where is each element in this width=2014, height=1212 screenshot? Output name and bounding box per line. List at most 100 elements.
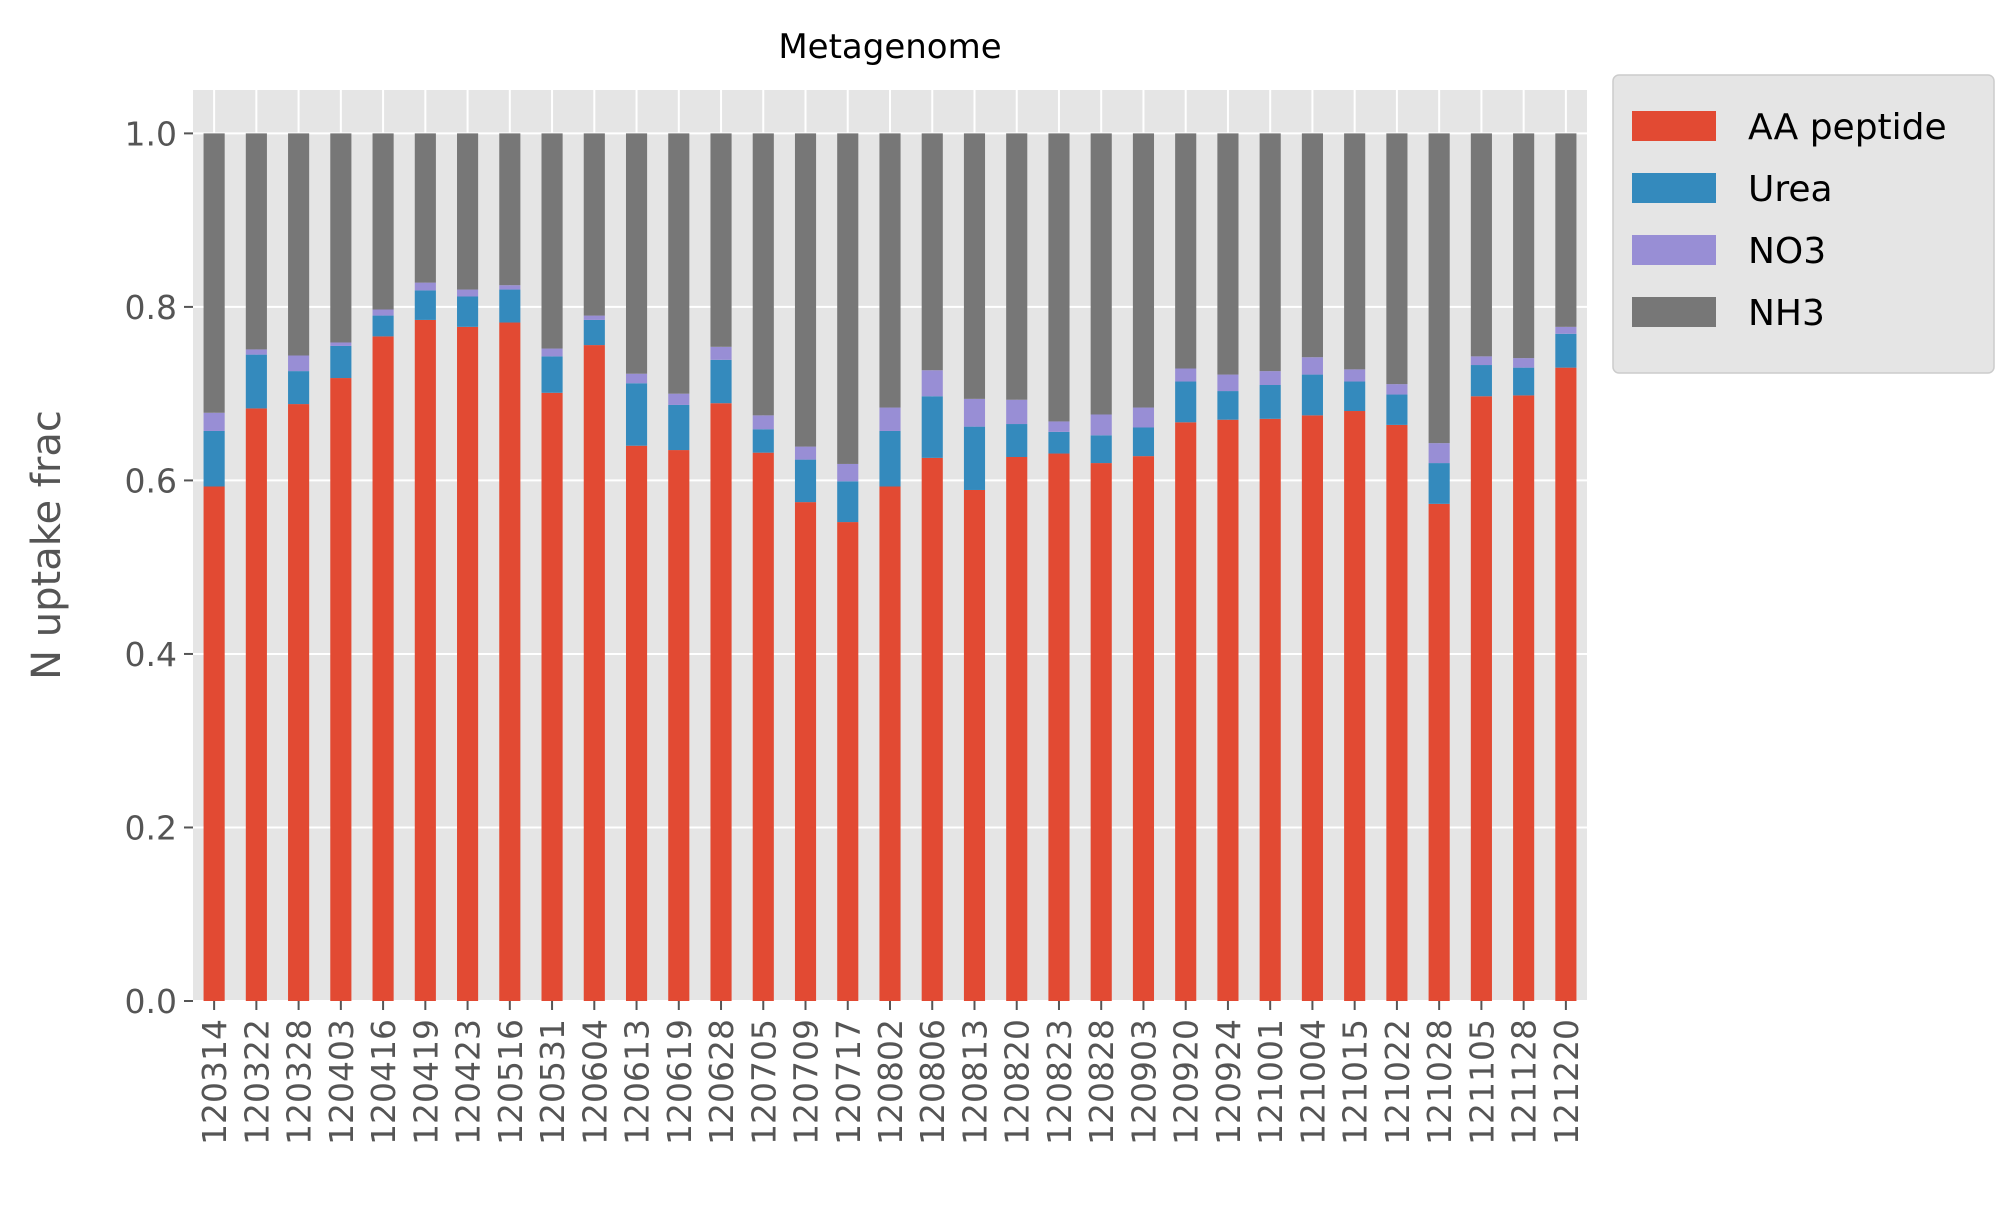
bar-segment-no3: [794, 446, 817, 460]
bar-segment-aa-peptide: [203, 486, 225, 1001]
bar-segment-aa-peptide: [668, 450, 690, 1001]
bar-segment-nh3: [1217, 133, 1239, 375]
bar-segment-no3: [1090, 414, 1112, 436]
bar-segment-aa-peptide: [1132, 456, 1155, 1001]
x-tick-label: 120328: [280, 1019, 319, 1145]
x-tick-label: 120924: [1209, 1019, 1248, 1145]
bar-segment-aa-peptide: [1175, 422, 1197, 1001]
legend-swatch: [1632, 111, 1716, 141]
bar-segment-nh3: [668, 133, 690, 394]
bar-segment-aa-peptide: [1386, 424, 1408, 1001]
x-tick-label: 120416: [364, 1019, 403, 1145]
legend-label: NH3: [1748, 293, 1825, 334]
bar-segment-no3: [1428, 443, 1450, 464]
bar-segment-aa-peptide: [414, 319, 436, 1001]
bar-segment-no3: [1132, 407, 1155, 428]
bar-segment-urea: [288, 371, 310, 405]
y-axis: 0.0 0.2 0.4 0.6 0.8 1.0: [125, 114, 193, 1021]
x-tick-label: 120820: [998, 1019, 1037, 1145]
x-tick-label: 120828: [1082, 1019, 1121, 1145]
bar-segment-urea: [203, 430, 225, 487]
bar-segment-aa-peptide: [963, 489, 986, 1001]
legend-swatch: [1632, 297, 1716, 327]
bar-segment-no3: [330, 342, 352, 346]
bar-segment-no3: [668, 393, 690, 405]
bar-segment-no3: [1217, 374, 1239, 392]
bar-segment-aa-peptide: [1555, 367, 1577, 1002]
bar-segment-aa-peptide: [583, 345, 605, 1002]
bar-segment-no3: [1301, 357, 1323, 375]
bar-segment-aa-peptide: [288, 404, 310, 1001]
bar-segment-nh3: [288, 133, 310, 356]
legend-label: AA peptide: [1748, 107, 1947, 148]
bar-segment-aa-peptide: [1301, 415, 1323, 1001]
legend-swatch: [1632, 235, 1716, 265]
bar-segment-nh3: [1428, 133, 1450, 444]
bar-segment-nh3: [203, 133, 225, 413]
bar-segment-aa-peptide: [457, 326, 479, 1001]
bar-segment-urea: [330, 345, 352, 379]
bar-segment-no3: [879, 407, 901, 431]
bar-segment-nh3: [794, 133, 817, 447]
x-tick-label: 120423: [449, 1019, 488, 1145]
x-tick-label: 120813: [955, 1019, 994, 1145]
bar-segment-urea: [245, 354, 267, 409]
bar-segment-aa-peptide: [1006, 457, 1028, 1001]
bar-segment-urea: [794, 459, 817, 503]
bar-segment-nh3: [541, 133, 563, 349]
bar-segment-no3: [457, 289, 479, 297]
bar-segment-no3: [245, 349, 267, 355]
bar-segment-no3: [1470, 356, 1492, 366]
bar-segment-urea: [1513, 367, 1535, 396]
bar-segment-urea: [1428, 463, 1450, 504]
bar-segment-urea: [921, 396, 943, 458]
bar-segment-nh3: [837, 133, 859, 464]
bar-segment-nh3: [1259, 133, 1281, 372]
bar-segment-nh3: [625, 133, 648, 374]
x-tick-label: 120823: [1040, 1019, 1079, 1145]
bar-segment-nh3: [457, 133, 479, 290]
bar-segment-nh3: [879, 133, 901, 408]
bar-segment-nh3: [1090, 133, 1112, 415]
y-tick-label: 0.4: [125, 635, 177, 674]
bar-segment-no3: [710, 346, 732, 360]
bar-segment-no3: [203, 412, 225, 431]
x-tick-label: 121128: [1505, 1019, 1544, 1145]
bar-segment-no3: [414, 282, 436, 291]
bars: [203, 133, 1577, 1002]
bar-segment-urea: [583, 319, 605, 346]
bar-segment-no3: [752, 415, 774, 430]
x-tick-label: 120628: [702, 1019, 741, 1145]
bar-segment-nh3: [499, 133, 521, 286]
bar-segment-aa-peptide: [245, 408, 267, 1001]
bar-segment-aa-peptide: [752, 452, 774, 1001]
bar-segment-urea: [1386, 394, 1408, 425]
bar-segment-aa-peptide: [1470, 396, 1492, 1001]
x-tick-label: 120613: [618, 1019, 657, 1145]
x-tick-label: 120403: [322, 1019, 361, 1145]
x-tick-label: 120802: [871, 1019, 910, 1145]
bar-segment-nh3: [583, 133, 605, 316]
bar-segment-urea: [1217, 391, 1239, 420]
x-tick-label: 121004: [1293, 1019, 1332, 1145]
bar-segment-nh3: [1513, 133, 1535, 359]
legend: AA peptide Urea NO3 NH3: [1612, 74, 1995, 374]
bar-segment-nh3: [1175, 133, 1197, 369]
bar-segment-nh3: [1301, 133, 1323, 358]
bar-segment-aa-peptide: [372, 336, 394, 1001]
bar-segment-aa-peptide: [1344, 411, 1366, 1001]
bar-segment-no3: [1386, 384, 1408, 395]
y-axis-label: N uptake frac: [24, 410, 70, 680]
bar-segment-nh3: [963, 133, 986, 399]
x-tick-label: 120531: [533, 1019, 572, 1145]
bar-segment-nh3: [1006, 133, 1028, 400]
bar-segment-urea: [1090, 435, 1112, 464]
bar-segment-urea: [1048, 431, 1070, 454]
bar-segment-nh3: [752, 133, 774, 416]
bar-segment-urea: [625, 383, 648, 446]
bar-segment-aa-peptide: [625, 445, 648, 1001]
x-tick-label: 120619: [660, 1019, 699, 1145]
bar-segment-urea: [541, 356, 563, 393]
x-tick-label: 121028: [1420, 1019, 1459, 1145]
x-tick-label: 120709: [787, 1019, 826, 1145]
